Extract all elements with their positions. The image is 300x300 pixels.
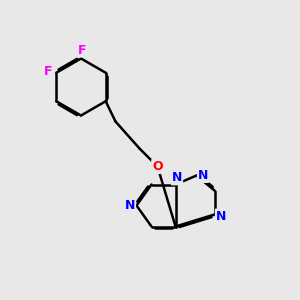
Text: F: F [44,65,52,78]
Text: N: N [172,171,182,184]
Text: F: F [78,44,87,57]
Text: N: N [198,169,208,182]
Text: N: N [216,209,226,223]
Text: O: O [152,160,163,173]
Text: N: N [125,199,135,212]
